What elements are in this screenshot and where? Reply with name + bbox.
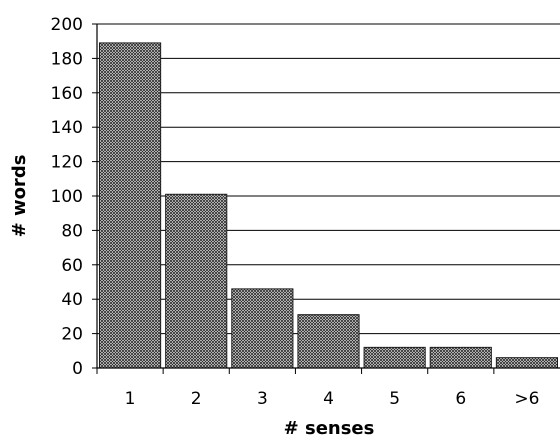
y-tick-labels: 0 20 40 60 80 100 120 140 160 180 200	[51, 15, 97, 379]
y-tick-label: 40	[61, 290, 83, 310]
x-tick-label: 5	[389, 389, 400, 409]
x-tick-label: 1	[125, 389, 136, 409]
bar-1	[99, 42, 162, 369]
y-tick-label: 60	[61, 256, 83, 276]
y-tick-label: 180	[51, 49, 83, 69]
y-tick-label: 200	[51, 15, 83, 35]
x-axis-title: # senses	[284, 418, 375, 439]
y-tick-label: 100	[51, 187, 83, 207]
bar-6	[429, 346, 492, 369]
y-tick-label: 160	[51, 84, 83, 104]
bar-5	[363, 346, 426, 369]
x-tick-label: 2	[191, 389, 202, 409]
x-tick-label: 4	[323, 389, 334, 409]
bar->6	[495, 357, 559, 369]
bars	[99, 42, 559, 369]
bar-4	[297, 314, 360, 369]
y-axis-title: # words	[9, 155, 30, 238]
bar-2	[165, 193, 228, 369]
y-tick-label: 0	[72, 359, 83, 379]
x-tick-label: >6	[514, 389, 539, 409]
y-tick-label: 20	[61, 325, 83, 345]
x-tick-label: 6	[455, 389, 466, 409]
y-tick-label: 120	[51, 153, 83, 173]
bar-3	[231, 288, 294, 369]
x-tick-label: 3	[257, 389, 268, 409]
y-tick-label: 80	[61, 221, 83, 241]
y-tick-label: 140	[51, 118, 83, 138]
x-tick-labels: 1 2 3 4 5 6 >6	[96, 368, 539, 409]
